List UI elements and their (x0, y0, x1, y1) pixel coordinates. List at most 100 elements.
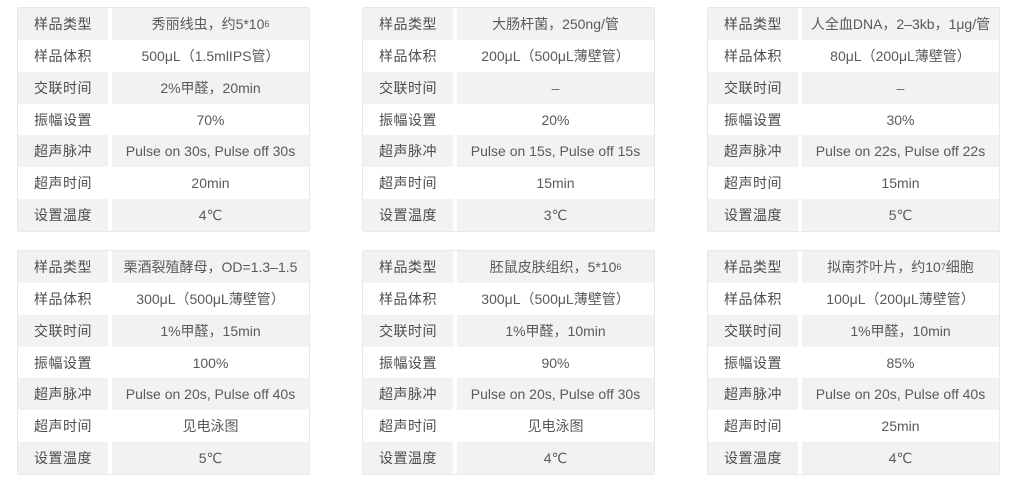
column-divider (453, 346, 457, 379)
column-divider (108, 251, 112, 283)
column-divider (453, 251, 457, 283)
row-label: 设置温度 (18, 199, 108, 231)
row-value: 3℃ (457, 199, 654, 231)
column-divider (108, 39, 112, 72)
column-divider (108, 167, 112, 200)
spec-table-arabidopsis-leaf: 样品类型 拟南芥叶片，约10 7 细胞 样品体积 100μL（200μL薄壁管） 交联时间 1… (707, 250, 1000, 475)
row-value-text: 15min (881, 175, 920, 192)
row-value-text: 90% (541, 354, 570, 371)
column-divider (798, 135, 802, 168)
row-label: 振幅设置 (708, 346, 798, 379)
table-row: 样品类型 拟南芥叶片，约10 7 细胞 (708, 251, 999, 283)
row-label: 超声时间 (708, 410, 798, 443)
row-value: 人全血DNA，2–3kb，1μg/管 (802, 8, 999, 40)
column-divider (108, 71, 112, 104)
column-divider (453, 103, 457, 136)
row-value: Pulse on 20s, Pulse off 40s (802, 378, 999, 411)
column-divider (798, 167, 802, 200)
row-value: 2%甲醛，20min (112, 71, 309, 104)
table-row: 交联时间 2%甲醛，20min (18, 71, 309, 104)
column-divider (453, 8, 457, 40)
table-row: 样品类型 大肠杆菌，250ng/管 (363, 8, 654, 40)
table-row: 超声时间 20min (18, 167, 309, 200)
table-row: 振幅设置 30% (708, 103, 999, 136)
table-row: 振幅设置 100% (18, 346, 309, 379)
spec-table-c-elegans: 样品类型 秀丽线虫，约5*10 6 样品体积 500μL（1.5mlIPS管） 交联时间 2… (17, 7, 310, 232)
column-divider (798, 103, 802, 136)
row-value-text: 20% (541, 111, 570, 128)
column-divider (798, 199, 802, 231)
row-label: 设置温度 (708, 199, 798, 231)
column-divider (453, 71, 457, 104)
table-row: 超声时间 25min (708, 410, 999, 443)
row-value: 4℃ (112, 199, 309, 231)
table-row: 交联时间 1%甲醛，10min (708, 314, 999, 347)
column-divider (798, 8, 802, 40)
column-divider (798, 251, 802, 283)
row-value: 15min (802, 167, 999, 200)
row-value-text: 30% (886, 111, 915, 128)
row-value-text: 4℃ (888, 449, 913, 466)
column-divider (798, 378, 802, 411)
column-divider (108, 8, 112, 40)
column-divider (453, 378, 457, 411)
table-row: 超声时间 见电泳图 (363, 410, 654, 443)
row-value-text: 4℃ (543, 449, 568, 466)
table-row: 振幅设置 90% (363, 346, 654, 379)
table-row: 超声脉冲 Pulse on 20s, Pulse off 30s (363, 378, 654, 411)
spec-table-e-coli: 样品类型 大肠杆菌，250ng/管 样品体积 200μL（500μL薄壁管） 交联时间 –… (362, 7, 655, 232)
row-value: 栗酒裂殖酵母，OD=1.3–1.5 (112, 251, 309, 283)
table-row: 超声脉冲 Pulse on 20s, Pulse off 40s (18, 378, 309, 411)
row-label: 超声脉冲 (18, 378, 108, 411)
row-label: 超声时间 (363, 167, 453, 200)
column-divider (453, 199, 457, 231)
table-row: 振幅设置 85% (708, 346, 999, 379)
row-value: 5℃ (802, 199, 999, 231)
row-value: Pulse on 15s, Pulse off 15s (457, 135, 654, 168)
table-row: 振幅设置 70% (18, 103, 309, 136)
row-label: 交联时间 (18, 71, 108, 104)
row-value-text: 5℃ (198, 449, 223, 466)
row-label: 样品体积 (363, 39, 453, 72)
table-row: 样品体积 80μL（200μL薄壁管） (708, 39, 999, 72)
column-divider (453, 410, 457, 443)
spec-table-embryonic-mouse-skin: 样品类型 胚鼠皮肤组织，5*10 6 样品体积 300μL（500μL薄壁管） 交联时间 1… (362, 250, 655, 475)
row-value: 1%甲醛，10min (457, 314, 654, 347)
row-label: 超声时间 (708, 167, 798, 200)
table-row: 样品类型 人全血DNA，2–3kb，1μg/管 (708, 8, 999, 40)
row-value-text: 2%甲醛，20min (160, 79, 261, 96)
row-value: Pulse on 20s, Pulse off 30s (457, 378, 654, 411)
table-row: 振幅设置 20% (363, 103, 654, 136)
column-divider (798, 314, 802, 347)
row-value: – (802, 71, 999, 104)
column-divider (798, 39, 802, 72)
row-value-text: Pulse on 15s, Pulse off 15s (470, 143, 641, 160)
column-divider (798, 442, 802, 474)
row-value: 200μL（500μL薄壁管） (457, 39, 654, 72)
row-label: 样品体积 (363, 282, 453, 315)
column-divider (108, 314, 112, 347)
row-value: 70% (112, 103, 309, 136)
row-label: 样品类型 (18, 8, 108, 40)
row-value: 25min (802, 410, 999, 443)
table-row: 超声脉冲 Pulse on 20s, Pulse off 40s (708, 378, 999, 411)
row-value: – (457, 71, 654, 104)
row-value: 80μL（200μL薄壁管） (802, 39, 999, 72)
row-value-text: 1%甲醛，10min (850, 322, 951, 339)
row-value: 拟南芥叶片，约10 7 细胞 (802, 251, 999, 283)
column-divider (798, 282, 802, 315)
table-row: 超声时间 15min (708, 167, 999, 200)
table-row: 交联时间 – (363, 71, 654, 104)
row-value: 4℃ (457, 442, 654, 474)
row-value: 85% (802, 346, 999, 379)
table-row: 样品类型 栗酒裂殖酵母，OD=1.3–1.5 (18, 251, 309, 283)
row-value-text: 见电泳图 (527, 418, 584, 435)
column-divider (453, 39, 457, 72)
table-row: 设置温度 5℃ (708, 199, 999, 231)
table-row: 设置温度 4℃ (708, 442, 999, 474)
row-value: 15min (457, 167, 654, 200)
row-value: Pulse on 20s, Pulse off 40s (112, 378, 309, 411)
row-value-text: Pulse on 20s, Pulse off 30s (470, 386, 641, 403)
row-label: 振幅设置 (18, 346, 108, 379)
row-label: 样品类型 (708, 251, 798, 283)
